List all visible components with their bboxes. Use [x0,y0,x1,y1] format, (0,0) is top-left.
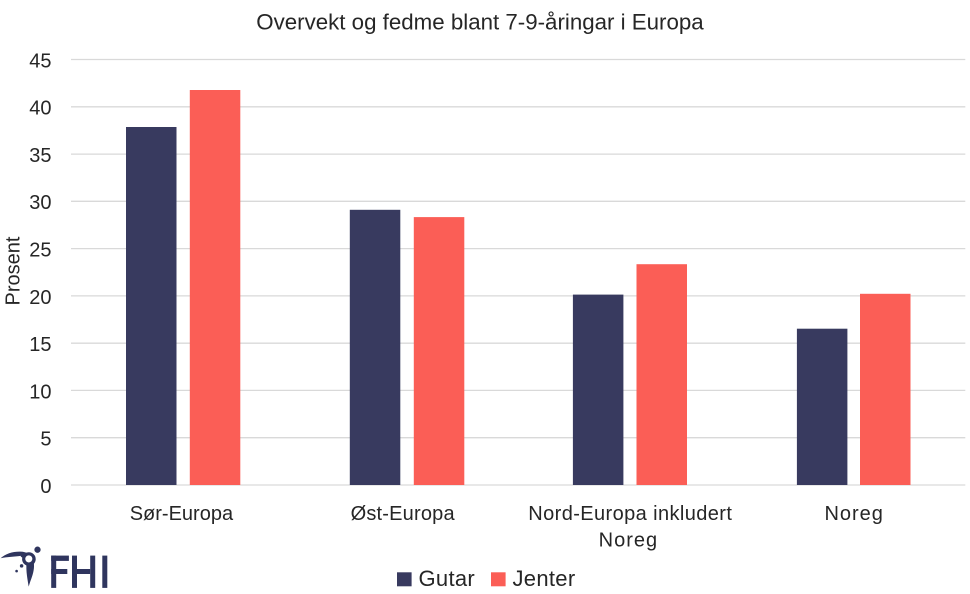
svg-text:45: 45 [29,50,51,72]
svg-text:Noreg: Noreg [599,530,658,552]
svg-text:25: 25 [29,240,51,262]
svg-text:Sør-Europa: Sør-Europa [130,503,234,525]
svg-text:Noreg: Noreg [824,503,883,525]
svg-text:Overvekt og fedme blant 7-9-år: Overvekt og fedme blant 7-9-åringar i Eu… [256,10,704,35]
svg-text:10: 10 [29,381,51,403]
svg-text:30: 30 [29,192,51,214]
svg-text:0: 0 [40,476,51,498]
svg-text:20: 20 [29,287,51,309]
svg-text:Prosent: Prosent [3,236,25,305]
svg-text:Nord-Europa inkludert: Nord-Europa inkludert [528,503,732,525]
svg-text:Jenter: Jenter [513,566,576,591]
svg-text:5: 5 [40,429,51,451]
svg-text:35: 35 [29,145,51,167]
svg-text:40: 40 [29,98,51,120]
svg-text:15: 15 [29,334,51,356]
svg-text:Øst-Europa: Øst-Europa [351,503,456,525]
svg-text:Gutar: Gutar [419,566,476,591]
